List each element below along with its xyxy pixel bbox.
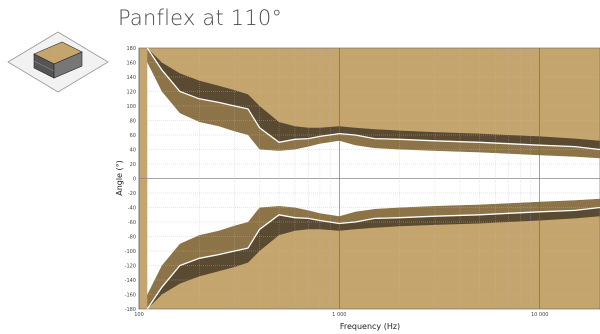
y-tick-label: -160 [125,292,136,298]
upper-contour-line [146,48,600,151]
y-tick-label: 80 [130,118,136,124]
y-tick-label: 120 [126,89,136,95]
y-tick-label: 20 [130,162,136,168]
y-tick-label: 100 [126,104,136,110]
y-tick-label: 140 [126,75,136,81]
y-tick-label: -60 [128,220,136,226]
thumbnail-box-right [53,51,83,79]
y-tick-label: -120 [125,263,136,269]
y-tick-label: 0 [133,176,136,182]
x-tick-label: 10 000 [531,312,549,318]
y-tick-label: 60 [130,133,136,139]
y-tick-label: -140 [125,278,136,284]
speaker-thumbnail [7,31,109,93]
y-tick-label: 40 [130,147,136,153]
plot-frame [138,47,600,310]
y-tick-label: 160 [126,60,136,66]
lower-outer-band [147,207,600,309]
x-axis-label: Frequency (Hz) [340,322,400,331]
y-tick-label: -80 [128,234,136,240]
upper-inner-band [147,48,600,159]
y-tick-label: 180 [126,46,136,52]
y-axis-label: Angle (°) [115,160,124,196]
lower-contour-line [146,206,600,309]
y-tick-label: -20 [128,191,136,197]
y-tick-label: -100 [125,249,136,255]
x-tick-label: 1 000 [332,312,346,318]
upper-outer-band [147,48,600,150]
thumbnail-stripe [33,60,55,72]
lower-inner-band [147,198,600,309]
x-tick-label: 100 [134,312,144,318]
y-tick-label: -180 [125,307,136,313]
chart-title: Panflex at 110° [118,6,283,30]
y-tick-label: -40 [128,205,136,211]
